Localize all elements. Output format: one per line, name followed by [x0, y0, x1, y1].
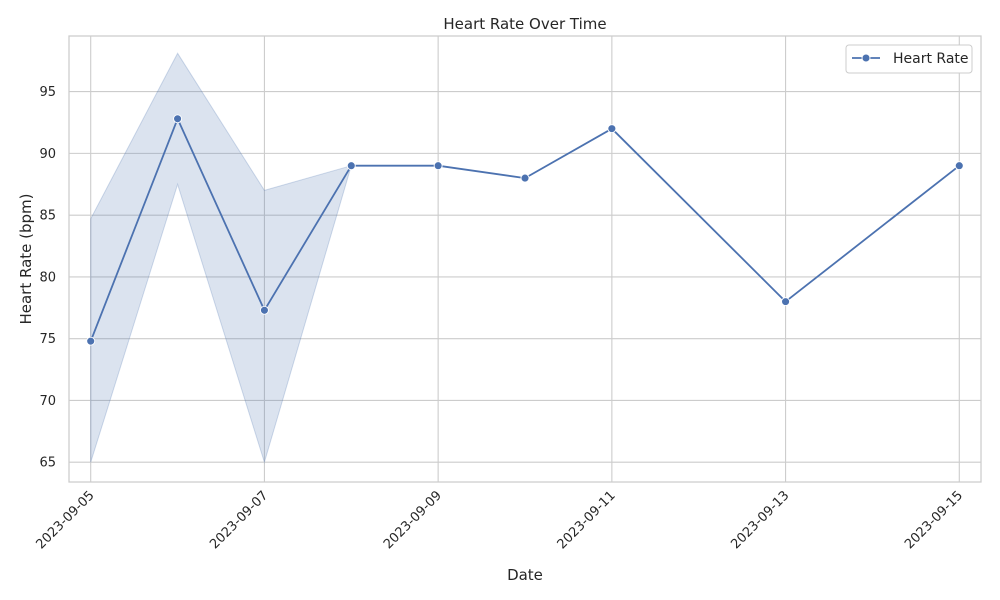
- series-point-layer: [86, 114, 964, 346]
- data-point: [86, 336, 96, 346]
- data-point: [346, 161, 356, 171]
- legend-box: [845, 44, 973, 74]
- data-point: [433, 161, 443, 171]
- data-point: [259, 305, 269, 315]
- y-tick-label: 85: [39, 209, 56, 224]
- data-point: [173, 114, 183, 124]
- data-point: [607, 124, 617, 134]
- plot-area: [69, 36, 981, 482]
- chart-title: Heart Rate Over Time: [443, 15, 606, 33]
- legend-label-heart-rate: Heart Rate: [893, 51, 969, 67]
- legend: Heart Rate: [845, 44, 973, 74]
- y-axis-title: Heart Rate (bpm): [17, 193, 35, 324]
- data-point: [781, 297, 791, 307]
- y-tick-label: 75: [39, 332, 56, 347]
- confidence-band-layer: [90, 52, 353, 464]
- y-tick-label: 70: [39, 394, 56, 409]
- y-tick-label: 80: [39, 270, 56, 285]
- y-tick-labels: 65 70 75 80 85 90 95: [39, 85, 56, 471]
- plot-frame: [68, 35, 982, 483]
- y-tick-label: 95: [39, 85, 56, 100]
- data-point: [954, 161, 964, 171]
- confidence-band: [90, 52, 353, 464]
- y-tick-label: 65: [39, 456, 56, 471]
- legend-marker-swatch: [861, 53, 871, 63]
- data-point: [520, 173, 530, 183]
- y-tick-label: 90: [39, 147, 56, 162]
- x-axis-title: Date: [507, 566, 543, 584]
